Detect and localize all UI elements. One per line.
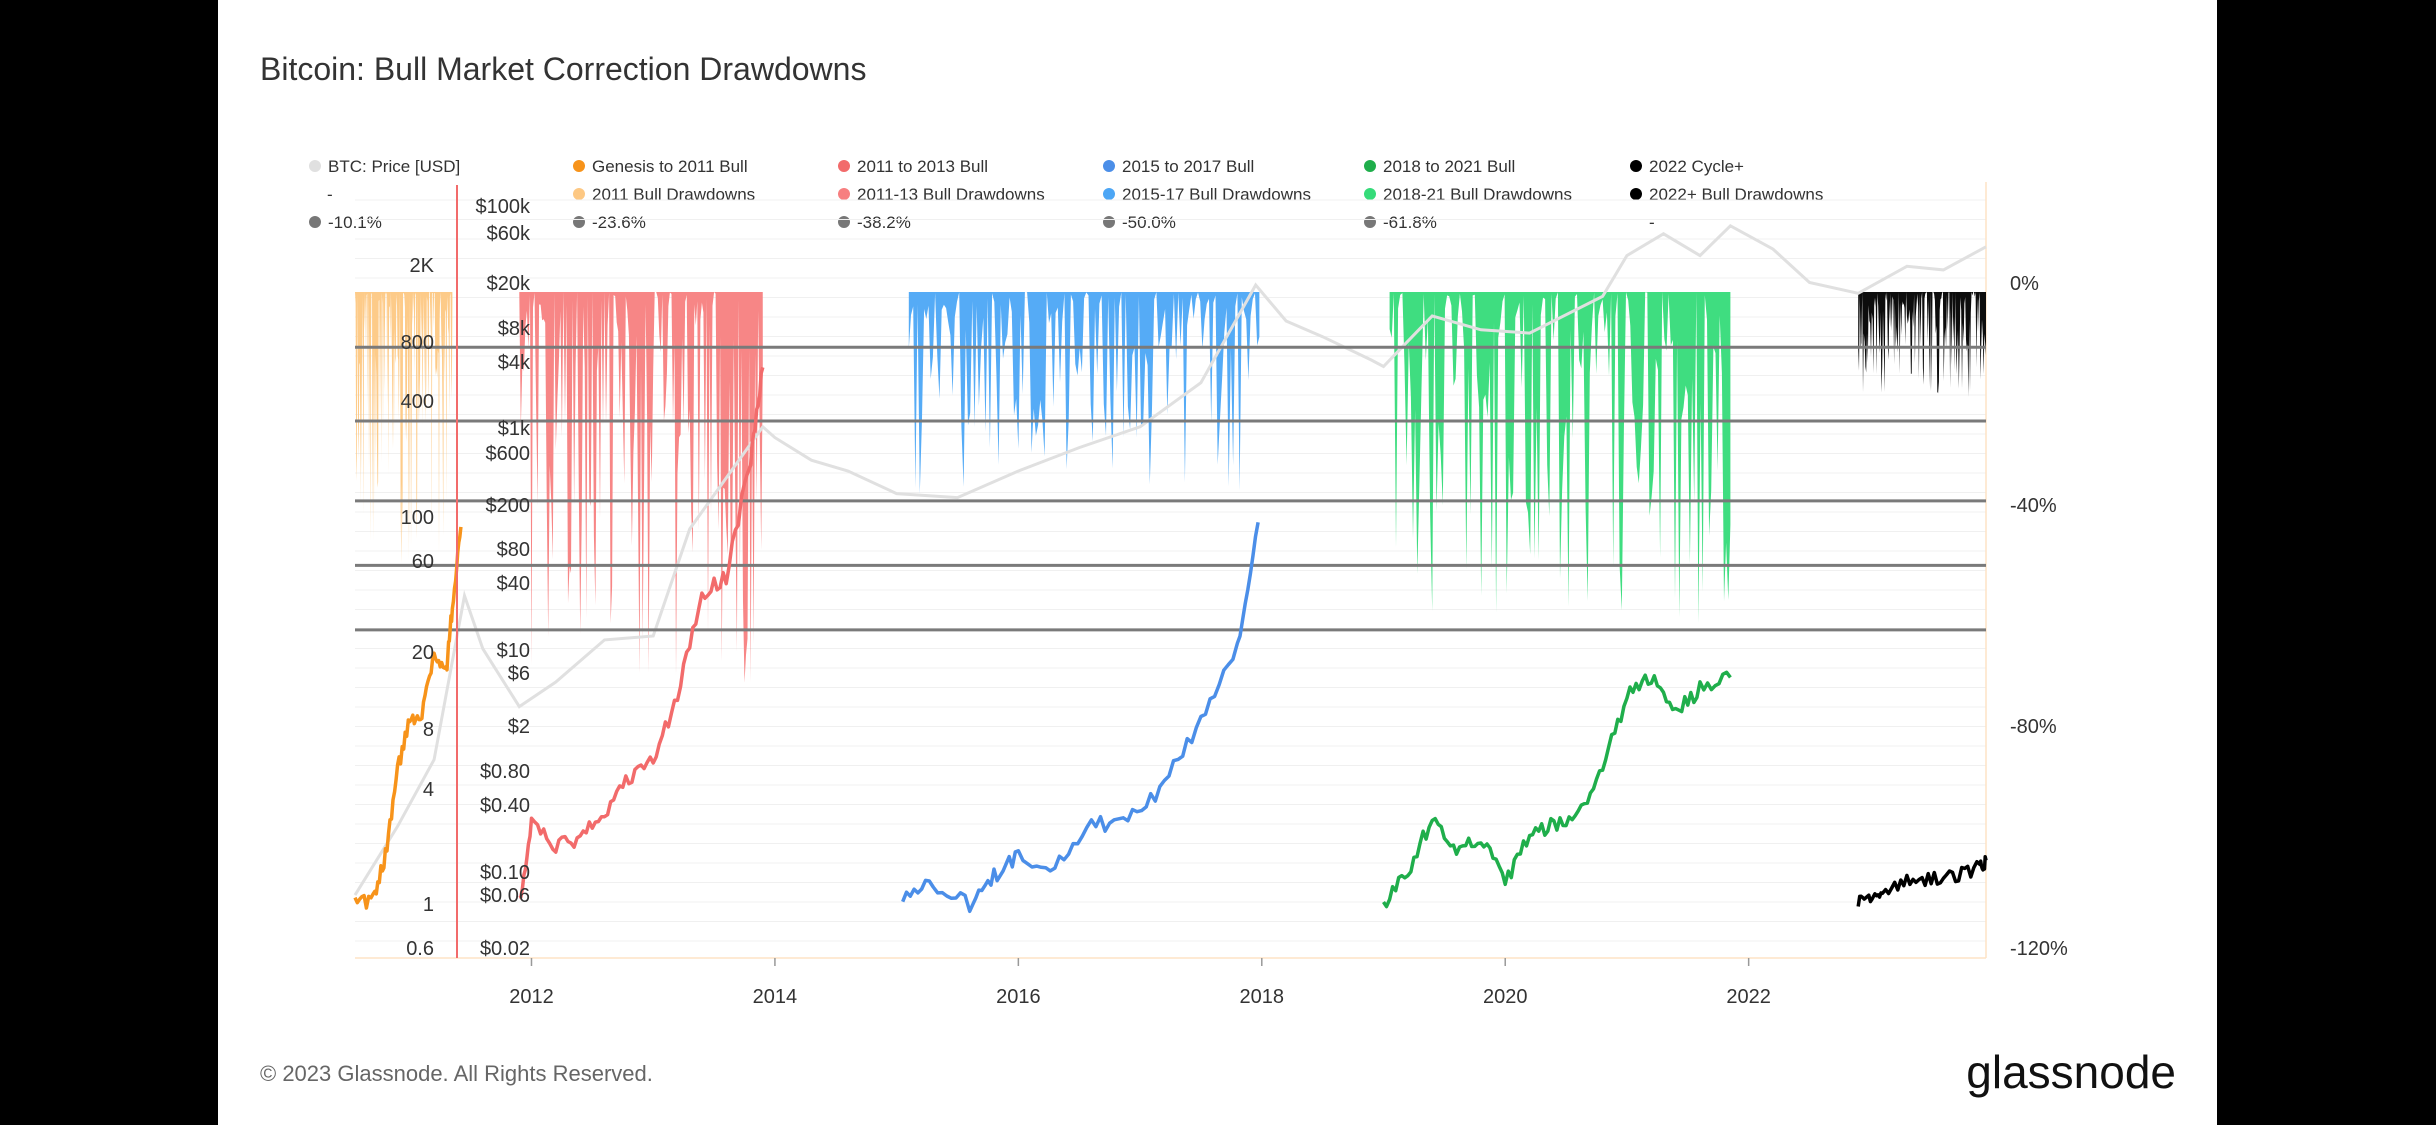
legend-threshold-marker <box>838 216 850 228</box>
y-left-tick-label: 0.6 <box>406 938 434 960</box>
y-right-tick-label: -40% <box>2010 495 2057 517</box>
btc-price-line <box>353 223 1987 896</box>
legend-drawdown-marker <box>1364 188 1376 200</box>
drawdown-area-group <box>519 292 763 683</box>
legend-drawdown-marker <box>573 188 585 200</box>
drawdown-area <box>1389 292 1731 623</box>
legend: BTC: Price [USD] - Genesis to 2011 Bull 201… <box>309 157 1823 232</box>
legend-drawdown-label: 2011 Bull Drawdowns <box>592 185 755 204</box>
cycle-line <box>901 521 1260 914</box>
cycle-line <box>353 526 463 910</box>
legend-threshold-label: -38.2% <box>857 213 911 232</box>
legend-threshold-marker <box>309 216 321 228</box>
y-price-tick-label: $20k <box>487 273 531 295</box>
y-price-tick-label: $80 <box>497 539 530 561</box>
x-tick-label: 2016 <box>996 986 1041 1008</box>
x-tick-label: 2018 <box>1240 986 1285 1008</box>
drawdown-area <box>519 292 763 683</box>
legend-drawdown-label: 2015-17 Bull Drawdowns <box>1122 185 1311 204</box>
x-tick-label: 2020 <box>1483 986 1528 1008</box>
y-price-tick-label: $0.40 <box>480 795 530 817</box>
legend-threshold-label: -23.6% <box>592 213 646 232</box>
drawdown-area-group <box>1389 292 1731 623</box>
chart-title: Bitcoin: Bull Market Correction Drawdown… <box>260 51 866 87</box>
y-left-tick-label: 1 <box>423 894 434 916</box>
legend-btc-price-label: BTC: Price [USD] <box>328 157 460 176</box>
cycle-line <box>1382 670 1732 909</box>
legend-drawdown-label: 2018-21 Bull Drawdowns <box>1383 185 1572 204</box>
copyright-text: © 2023 Glassnode. All Rights Reserved. <box>260 1061 653 1086</box>
y-price-tick-label: $600 <box>486 443 531 465</box>
legend-series-marker <box>1103 160 1115 172</box>
y-left-tick-label: 4 <box>423 779 434 801</box>
y-price-tick-label: $1k <box>498 418 531 440</box>
y-price-tick-label: $0.80 <box>480 761 530 783</box>
legend-drawdown-label: 2022+ Bull Drawdowns <box>1649 185 1823 204</box>
drawdown-area <box>355 292 453 564</box>
drawdown-area <box>1858 292 1986 397</box>
chart-card: Bitcoin: Bull Market Correction Drawdown… <box>218 0 2217 1125</box>
legend-threshold-marker <box>573 216 585 228</box>
y-price-tick-label: $40 <box>497 573 530 595</box>
x-tick-label: 2014 <box>753 986 798 1008</box>
y-right-tick-label: -80% <box>2010 716 2057 738</box>
y-price-tick-label: $8k <box>498 318 531 340</box>
drawdown-area-group <box>355 292 453 564</box>
legend-threshold-marker <box>1364 216 1376 228</box>
legend-drawdown-label: 2011-13 Bull Drawdowns <box>857 185 1045 204</box>
y-left-tick-label: 60 <box>412 551 434 573</box>
x-tick-label: 2022 <box>1726 986 1771 1008</box>
legend-drawdown-marker <box>1103 188 1115 200</box>
legend-threshold-marker <box>1103 216 1115 228</box>
y-left-tick-label: 8 <box>423 719 434 741</box>
y-price-tick-label: $4k <box>498 352 531 374</box>
legend-drawdown-marker <box>1630 188 1642 200</box>
legend-series-marker <box>838 160 850 172</box>
legend-series-label: 2015 to 2017 Bull <box>1122 157 1254 176</box>
legend-threshold-label: -50.0% <box>1122 213 1176 232</box>
drawdown-area-group <box>1858 292 1986 397</box>
drawdown-area <box>908 292 1260 494</box>
y-left-tick-label: 100 <box>401 507 434 529</box>
y-price-tick-label: $0.06 <box>480 885 530 907</box>
y-price-tick-label: $0.02 <box>480 938 530 960</box>
legend-threshold-label: -10.1% <box>328 213 382 232</box>
chart-canvas: Bitcoin: Bull Market Correction Drawdown… <box>260 51 2176 1098</box>
legend-threshold-label: -61.8% <box>1383 213 1437 232</box>
y-price-tick-label: $200 <box>486 495 531 517</box>
y-left-tick-label: 400 <box>401 391 434 413</box>
y-price-tick-label: $60k <box>487 223 531 245</box>
y-price-tick-label: $10 <box>497 640 530 662</box>
legend-btc-price-marker <box>309 160 321 172</box>
y-left-tick-label: 800 <box>401 332 434 354</box>
drawdown-area-group <box>908 292 1260 494</box>
legend-threshold-label: - <box>1649 213 1655 232</box>
legend-btc-sub: - <box>327 185 333 204</box>
legend-drawdown-marker <box>838 188 850 200</box>
plot-area <box>353 182 1988 959</box>
glassnode-logo: glassnode <box>1966 1046 2176 1098</box>
y-price-tick-label: $0.10 <box>480 862 530 884</box>
cycle-line <box>1856 854 1988 907</box>
legend-series-label: Genesis to 2011 Bull <box>592 157 748 176</box>
legend-series-marker <box>1364 160 1376 172</box>
legend-series-label: 2011 to 2013 Bull <box>857 157 988 176</box>
legend-series-marker <box>1630 160 1642 172</box>
axes: 2K 800 400 100 60 20 8 4 1 0.6 $100k $60k $20k $8k $4k… <box>401 185 2068 1008</box>
cycle-line <box>518 366 765 900</box>
y-left-tick-label: 2K <box>410 255 435 277</box>
legend-series-label: 2018 to 2021 Bull <box>1383 157 1515 176</box>
y-price-tick-label: $6 <box>508 663 530 685</box>
y-price-tick-label: $100k <box>476 196 531 218</box>
y-left-tick-label: 20 <box>412 642 434 664</box>
legend-series-label: 2022 Cycle+ <box>1649 157 1744 176</box>
legend-series-marker <box>573 160 585 172</box>
y-right-tick-label: -120% <box>2010 938 2068 960</box>
y-right-tick-label: 0% <box>2010 273 2039 295</box>
x-tick-label: 2012 <box>509 986 553 1008</box>
y-price-tick-label: $2 <box>508 716 530 738</box>
